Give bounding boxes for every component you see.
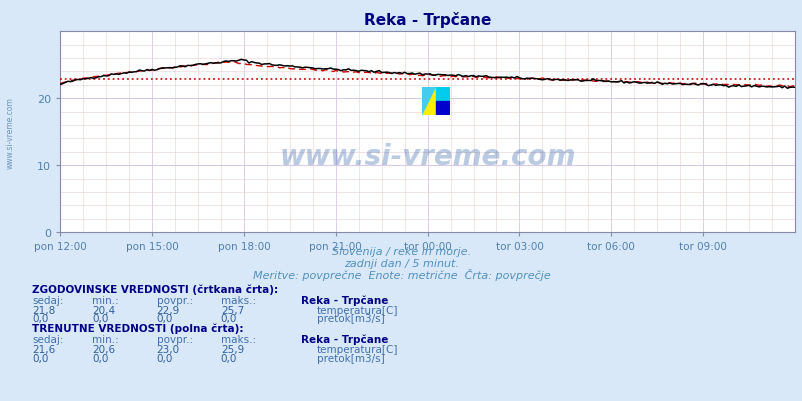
Text: pretok[m3/s]: pretok[m3/s] bbox=[317, 314, 384, 324]
Text: sedaj:: sedaj: bbox=[32, 295, 63, 305]
Text: www.si-vreme.com: www.si-vreme.com bbox=[6, 97, 15, 168]
Text: min.:: min.: bbox=[92, 334, 119, 344]
Text: 20,4: 20,4 bbox=[92, 305, 115, 315]
Text: maks.:: maks.: bbox=[221, 295, 256, 305]
Text: Reka - Trpčane: Reka - Trpčane bbox=[301, 294, 388, 305]
Text: 0,0: 0,0 bbox=[156, 314, 172, 324]
Text: maks.:: maks.: bbox=[221, 334, 256, 344]
Text: povpr.:: povpr.: bbox=[156, 295, 192, 305]
Text: Meritve: povprečne  Enote: metrične  Črta: povprečje: Meritve: povprečne Enote: metrične Črta:… bbox=[253, 269, 549, 281]
Text: 25,7: 25,7 bbox=[221, 305, 244, 315]
Text: 0,0: 0,0 bbox=[221, 314, 237, 324]
Title: Reka - Trpčane: Reka - Trpčane bbox=[363, 12, 491, 28]
Text: 0,0: 0,0 bbox=[92, 353, 108, 363]
Polygon shape bbox=[421, 87, 435, 115]
Text: ZGODOVINSKE VREDNOSTI (črtkana črta):: ZGODOVINSKE VREDNOSTI (črtkana črta): bbox=[32, 284, 278, 295]
Bar bbox=[421, 87, 435, 115]
Text: 25,9: 25,9 bbox=[221, 344, 244, 354]
Text: 0,0: 0,0 bbox=[32, 314, 48, 324]
Text: 0,0: 0,0 bbox=[221, 353, 237, 363]
Bar bbox=[435, 101, 449, 115]
Text: 20,6: 20,6 bbox=[92, 344, 115, 354]
Text: zadnji dan / 5 minut.: zadnji dan / 5 minut. bbox=[343, 259, 459, 269]
Text: 0,0: 0,0 bbox=[92, 314, 108, 324]
Text: 0,0: 0,0 bbox=[156, 353, 172, 363]
Text: temperatura[C]: temperatura[C] bbox=[317, 344, 398, 354]
Text: 21,6: 21,6 bbox=[32, 344, 55, 354]
Text: temperatura[C]: temperatura[C] bbox=[317, 305, 398, 315]
Text: 22,9: 22,9 bbox=[156, 305, 180, 315]
Text: 0,0: 0,0 bbox=[32, 353, 48, 363]
Text: TRENUTNE VREDNOSTI (polna črta):: TRENUTNE VREDNOSTI (polna črta): bbox=[32, 323, 243, 334]
Text: min.:: min.: bbox=[92, 295, 119, 305]
Text: sedaj:: sedaj: bbox=[32, 334, 63, 344]
Text: 23,0: 23,0 bbox=[156, 344, 180, 354]
Bar bbox=[435, 87, 449, 101]
Text: pretok[m3/s]: pretok[m3/s] bbox=[317, 353, 384, 363]
Text: www.si-vreme.com: www.si-vreme.com bbox=[279, 142, 575, 170]
Text: 21,8: 21,8 bbox=[32, 305, 55, 315]
Text: povpr.:: povpr.: bbox=[156, 334, 192, 344]
Text: Slovenija / reke in morje.: Slovenija / reke in morje. bbox=[331, 247, 471, 257]
Text: Reka - Trpčane: Reka - Trpčane bbox=[301, 333, 388, 344]
